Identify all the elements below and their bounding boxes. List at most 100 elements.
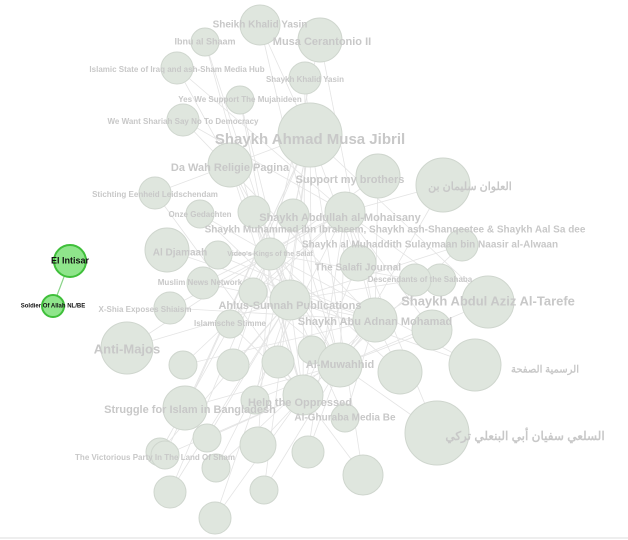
node bbox=[215, 309, 245, 339]
edge bbox=[344, 211, 433, 331]
edge bbox=[309, 134, 489, 303]
node bbox=[41, 294, 65, 318]
edge bbox=[259, 24, 341, 366]
node bbox=[276, 198, 310, 232]
node bbox=[324, 191, 366, 233]
node-label: Descendants of the Sahaba bbox=[368, 275, 473, 284]
node-label: Soldier Of Allah NL/BE bbox=[21, 304, 85, 310]
node-label: Al-Ghuraba Media Be bbox=[294, 413, 396, 424]
node-label: Da Wah Religie Pagina bbox=[171, 162, 290, 174]
node bbox=[282, 374, 324, 416]
node bbox=[166, 103, 200, 137]
edge bbox=[269, 253, 401, 373]
node-label: Support my brothers bbox=[296, 174, 405, 186]
edge bbox=[199, 213, 291, 301]
node bbox=[445, 228, 479, 262]
node-label: Video's Kings of the Salaf bbox=[227, 251, 313, 258]
node bbox=[239, 4, 281, 46]
node bbox=[297, 17, 343, 63]
node-label: The Salafi Journal bbox=[315, 263, 401, 274]
node bbox=[192, 423, 222, 453]
node bbox=[53, 244, 87, 278]
node-label: Onze Gedachten bbox=[168, 210, 231, 219]
edge bbox=[215, 211, 346, 469]
node-label: X-Shia Exposes Shiaism bbox=[99, 305, 192, 314]
node-label: Struggle for Islam in Bangladesh bbox=[104, 404, 276, 416]
node-label: Shaykh Muhammad ibn Ibraheem, Shaykh ash… bbox=[205, 225, 586, 236]
node bbox=[339, 244, 377, 282]
edge bbox=[169, 299, 291, 493]
node-label: Shaykh Khalid Yasin bbox=[266, 75, 344, 84]
node-label: الرسمية الصفحة bbox=[511, 365, 579, 376]
node bbox=[269, 279, 311, 321]
node bbox=[404, 400, 470, 466]
node bbox=[203, 240, 233, 270]
node-label: Help the Oppressed bbox=[248, 397, 352, 409]
node bbox=[160, 51, 194, 85]
edge bbox=[289, 279, 416, 301]
node bbox=[448, 338, 502, 392]
edge bbox=[232, 253, 271, 366]
node-label: Sheikh Khalid Yasin bbox=[213, 20, 308, 31]
node-label: Islamic State of Iraq and ash-Sham Media… bbox=[89, 65, 264, 74]
edge bbox=[292, 214, 341, 366]
node bbox=[342, 454, 384, 496]
edge bbox=[339, 211, 346, 366]
node-label: Shaykh Ahmad Musa Jibril bbox=[215, 131, 405, 148]
node bbox=[398, 263, 432, 297]
edge bbox=[263, 364, 341, 491]
node bbox=[238, 277, 268, 307]
edge bbox=[374, 175, 379, 321]
node bbox=[355, 153, 401, 199]
edge bbox=[289, 244, 463, 301]
node-label: Shaykh Abdullah al-Mohaisany bbox=[259, 212, 421, 224]
edge bbox=[166, 249, 376, 321]
node bbox=[225, 85, 255, 115]
node bbox=[240, 385, 270, 415]
node bbox=[150, 440, 180, 470]
node bbox=[185, 199, 215, 229]
edge bbox=[126, 253, 271, 349]
node-label: We Want Shariah Say No To Democracy bbox=[107, 117, 259, 126]
node-label: Islamische Stimme bbox=[194, 319, 267, 328]
node-label: Ibnu al Shaam bbox=[174, 36, 235, 46]
node bbox=[415, 157, 471, 213]
node-label: Yes We Support The Mujahideen bbox=[178, 95, 302, 104]
edge bbox=[184, 364, 341, 409]
node bbox=[237, 195, 271, 229]
edge bbox=[239, 99, 271, 255]
node-label: السلعي سفيان أبي البنعلي تركي bbox=[445, 428, 604, 444]
node bbox=[201, 453, 231, 483]
node-label: Shaykh Abu Adnan Mohamad bbox=[298, 316, 452, 328]
node bbox=[277, 102, 343, 168]
node-label: العلوان سليمان بن bbox=[428, 181, 512, 193]
node bbox=[168, 350, 198, 380]
node-label: Al-Muwahhid bbox=[306, 359, 374, 371]
node bbox=[100, 321, 154, 375]
node bbox=[288, 61, 322, 95]
edge bbox=[309, 134, 313, 351]
edge bbox=[176, 67, 346, 213]
edge bbox=[126, 299, 291, 349]
node-label: Anti-Majos bbox=[94, 341, 160, 356]
nodes: Sheikh Khalid Yasin Ibnu al Shaam Musa Cer… bbox=[21, 4, 605, 535]
node bbox=[239, 426, 277, 464]
node bbox=[186, 266, 220, 300]
node-label: Al Djamaah bbox=[153, 248, 207, 259]
node bbox=[216, 348, 250, 382]
node bbox=[461, 275, 515, 329]
node bbox=[291, 435, 325, 469]
node bbox=[261, 345, 295, 379]
node bbox=[190, 27, 220, 57]
edge bbox=[169, 253, 271, 309]
node bbox=[411, 309, 453, 351]
node-label: The Victorious Party In The Land Of Sham bbox=[75, 453, 235, 462]
node bbox=[330, 403, 360, 433]
node bbox=[317, 342, 363, 388]
node bbox=[138, 176, 172, 210]
node-label: Shaykh Abdul Aziz Al-Tarefe bbox=[401, 293, 575, 308]
edge bbox=[182, 119, 346, 213]
node bbox=[207, 142, 253, 188]
